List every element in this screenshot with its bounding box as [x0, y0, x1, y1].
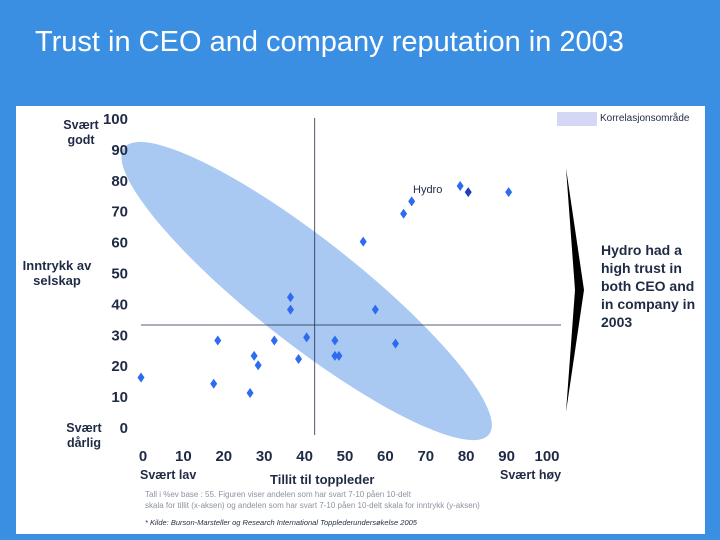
page-number: 43 [676, 508, 689, 520]
data-point [214, 335, 222, 346]
data-point [270, 335, 278, 346]
x-tick-label: 60 [377, 448, 394, 465]
data-point [246, 388, 254, 399]
x-axis-title: Tillit til toppleder [270, 472, 375, 487]
data-point [335, 350, 343, 361]
data-point [303, 332, 311, 343]
data-point [250, 350, 258, 361]
y-tick-label: 90 [111, 142, 128, 159]
y-axis-ticks: 0 10 20 30 40 50 60 70 80 90 100 [103, 111, 128, 437]
data-point [456, 180, 464, 191]
data-point [137, 372, 145, 383]
y-tick-label: 60 [111, 235, 128, 252]
data-point [464, 187, 472, 198]
x-tick-label: 0 [139, 448, 147, 465]
data-point [331, 350, 339, 361]
x-right-label: Svært høy [500, 468, 562, 482]
correlation-ellipse [121, 141, 492, 441]
x-left-label: Svært lav [140, 468, 197, 482]
y-bottom-label: Svært dårlig [66, 421, 102, 450]
note-line-2: skala for tillit (x-aksen) og andelen so… [145, 501, 480, 510]
y-tick-label: 30 [111, 327, 128, 344]
data-point [371, 304, 379, 315]
hydro-point [400, 208, 408, 219]
x-tick-label: 90 [498, 448, 515, 465]
y-tick-label: 20 [111, 358, 128, 375]
highlight-arrow [566, 168, 584, 412]
data-point [392, 338, 400, 349]
annotation-text: Hydro had a high trust in both CEO and i… [601, 242, 696, 330]
y-tick-label: 80 [111, 173, 128, 190]
source-note: * Kilde: Burson-Marsteller og Research I… [145, 518, 417, 527]
x-tick-label: 70 [417, 448, 434, 465]
x-tick-label: 10 [175, 448, 192, 465]
y-tick-label: 70 [111, 204, 128, 221]
data-point [254, 360, 262, 371]
data-point [359, 236, 367, 247]
x-tick-label: 100 [534, 448, 559, 465]
data-point [286, 304, 294, 315]
x-tick-label: 30 [256, 448, 273, 465]
legend-label: Korrelasjonsområde [600, 113, 690, 124]
note-line-1: Tall i %ev base : 55. Figuren viser ande… [145, 490, 411, 499]
legend-swatch [557, 112, 597, 126]
y-tick-label: 100 [103, 111, 128, 128]
y-axis-title: Inntrykk av selskap [22, 258, 92, 288]
x-tick-label: 40 [296, 448, 313, 465]
data-point [331, 335, 339, 346]
y-tick-label: 10 [111, 389, 128, 406]
data-point [505, 187, 513, 198]
y-tick-label: 0 [120, 420, 128, 437]
data-point [295, 354, 303, 365]
y-top-label: Svært godt [63, 118, 99, 147]
y-tick-label: 40 [111, 296, 128, 313]
x-tick-label: 80 [458, 448, 475, 465]
data-point [286, 292, 294, 303]
data-point [408, 196, 416, 207]
slide-title: Trust in CEO and company reputation in 2… [35, 26, 624, 58]
hydro-point-label: Hydro [413, 184, 443, 196]
data-points [137, 180, 513, 399]
y-tick-label: 50 [111, 266, 128, 283]
x-axis-ticks: 0 10 20 30 40 50 60 70 80 90 100 [139, 448, 560, 465]
data-point [210, 378, 218, 389]
x-tick-label: 20 [215, 448, 232, 465]
x-tick-label: 50 [337, 448, 354, 465]
